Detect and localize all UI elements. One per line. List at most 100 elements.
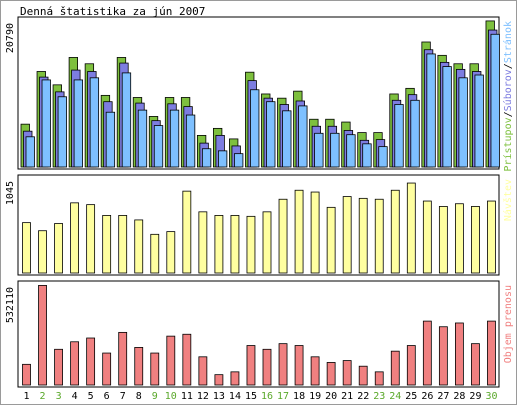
bar-visits	[422, 200, 432, 274]
bar-stránok	[250, 89, 260, 168]
bar-visits	[214, 215, 224, 274]
bar-stránok	[282, 110, 292, 168]
bar-transfer	[406, 345, 416, 386]
x-tick-label: 17	[277, 391, 289, 402]
bar-stránok	[266, 101, 276, 168]
x-tick-label: 7	[120, 391, 126, 402]
bar-transfer	[182, 333, 192, 386]
x-tick-label: 14	[229, 391, 241, 402]
bar-visits	[374, 198, 384, 274]
bar-stránok	[137, 109, 148, 168]
bar-visits	[487, 200, 496, 274]
bar-stránok	[330, 132, 340, 168]
y-tick-label: 1045	[5, 181, 16, 205]
bar-transfer	[358, 365, 368, 386]
bar-transfer	[487, 320, 496, 386]
bar-stránok	[89, 77, 100, 168]
bar-visits	[294, 189, 304, 274]
panel-frame	[17, 280, 500, 388]
x-tick-label: 28	[453, 391, 465, 402]
bar-stránok	[57, 96, 67, 168]
bar-visits	[454, 203, 464, 274]
bar-visits	[310, 191, 320, 274]
bar-transfer	[471, 343, 480, 386]
bar-visits	[390, 189, 400, 274]
bar-stránok	[458, 77, 468, 168]
bar-transfer	[310, 356, 320, 386]
bar-visits	[246, 215, 256, 274]
bar-transfer	[246, 345, 256, 386]
bar-visits	[230, 215, 240, 274]
panel-transfer: 532110 Objem prenosu	[5, 280, 514, 388]
bar-transfer	[70, 341, 79, 386]
bar-transfer	[166, 335, 176, 386]
x-tick-label: 13	[213, 391, 225, 402]
legend-entry: Návštev	[502, 179, 514, 221]
bar-transfer	[102, 352, 112, 386]
x-tick-label: 29	[469, 391, 481, 402]
bar-visits	[86, 204, 96, 274]
x-tick-label: 3	[56, 391, 62, 402]
bar-transfer	[326, 362, 336, 386]
bar-visits	[150, 233, 160, 274]
bar-stránok	[201, 148, 212, 168]
x-tick-label: 10	[165, 391, 177, 402]
bar-visits	[358, 197, 368, 274]
legend-entry: Stránok	[502, 21, 514, 63]
bar-transfer	[342, 360, 352, 386]
bar-stránok	[217, 150, 228, 168]
bar-visits	[326, 206, 336, 274]
panel-legend: Objem prenosu	[503, 285, 514, 363]
bar-stránok	[41, 79, 51, 168]
bar-transfer	[230, 371, 240, 386]
bar-transfer	[86, 337, 96, 386]
bar-visits	[54, 223, 63, 274]
bar-stránok	[378, 146, 388, 168]
legend-separator: /	[503, 63, 514, 69]
bar-stránok	[362, 143, 372, 168]
bar-stránok	[25, 136, 35, 168]
legend-entry: Prístupov	[502, 117, 514, 171]
y-tick-label: 20790	[5, 23, 16, 53]
legend-entry: Objem prenosu	[503, 285, 514, 363]
x-tick-label: 12	[197, 391, 209, 402]
bar-stránok	[346, 134, 356, 168]
legend-entry: Súborov	[502, 69, 514, 111]
bar-visits	[471, 206, 480, 274]
bar-transfer	[454, 322, 464, 386]
bar-stránok	[314, 132, 324, 168]
bar-transfer	[294, 345, 304, 386]
x-tick-label: 9	[152, 391, 158, 402]
bar-visits	[438, 206, 448, 274]
x-tick-label: 24	[389, 391, 401, 402]
bar-transfer	[38, 284, 47, 386]
x-tick-label: 5	[88, 391, 94, 402]
bar-visits	[102, 215, 112, 274]
bar-visits	[134, 219, 144, 274]
bar-stránok	[73, 79, 83, 168]
bar-stránok	[490, 33, 500, 168]
bar-visits	[406, 182, 416, 274]
bar-visits	[342, 196, 352, 274]
bar-transfer	[438, 326, 448, 386]
bar-transfer	[198, 356, 208, 386]
x-tick-label: 16	[261, 391, 273, 402]
x-tick-label: 21	[341, 391, 353, 402]
bar-stránok	[410, 99, 420, 168]
x-tick-label: 18	[293, 391, 305, 402]
bar-transfer	[134, 347, 144, 386]
bar-visits	[198, 211, 208, 274]
bar-visits	[182, 190, 192, 274]
bar-visits	[70, 202, 79, 274]
bar-transfer	[422, 320, 432, 386]
legend-separator: /	[503, 111, 514, 117]
x-tick-label: 22	[357, 391, 369, 402]
bar-transfer	[118, 331, 128, 386]
x-tick-label: 1	[24, 391, 30, 402]
bar-stránok	[121, 72, 132, 168]
x-tick-label: 30	[485, 391, 497, 402]
x-tick-label: 6	[104, 391, 110, 402]
